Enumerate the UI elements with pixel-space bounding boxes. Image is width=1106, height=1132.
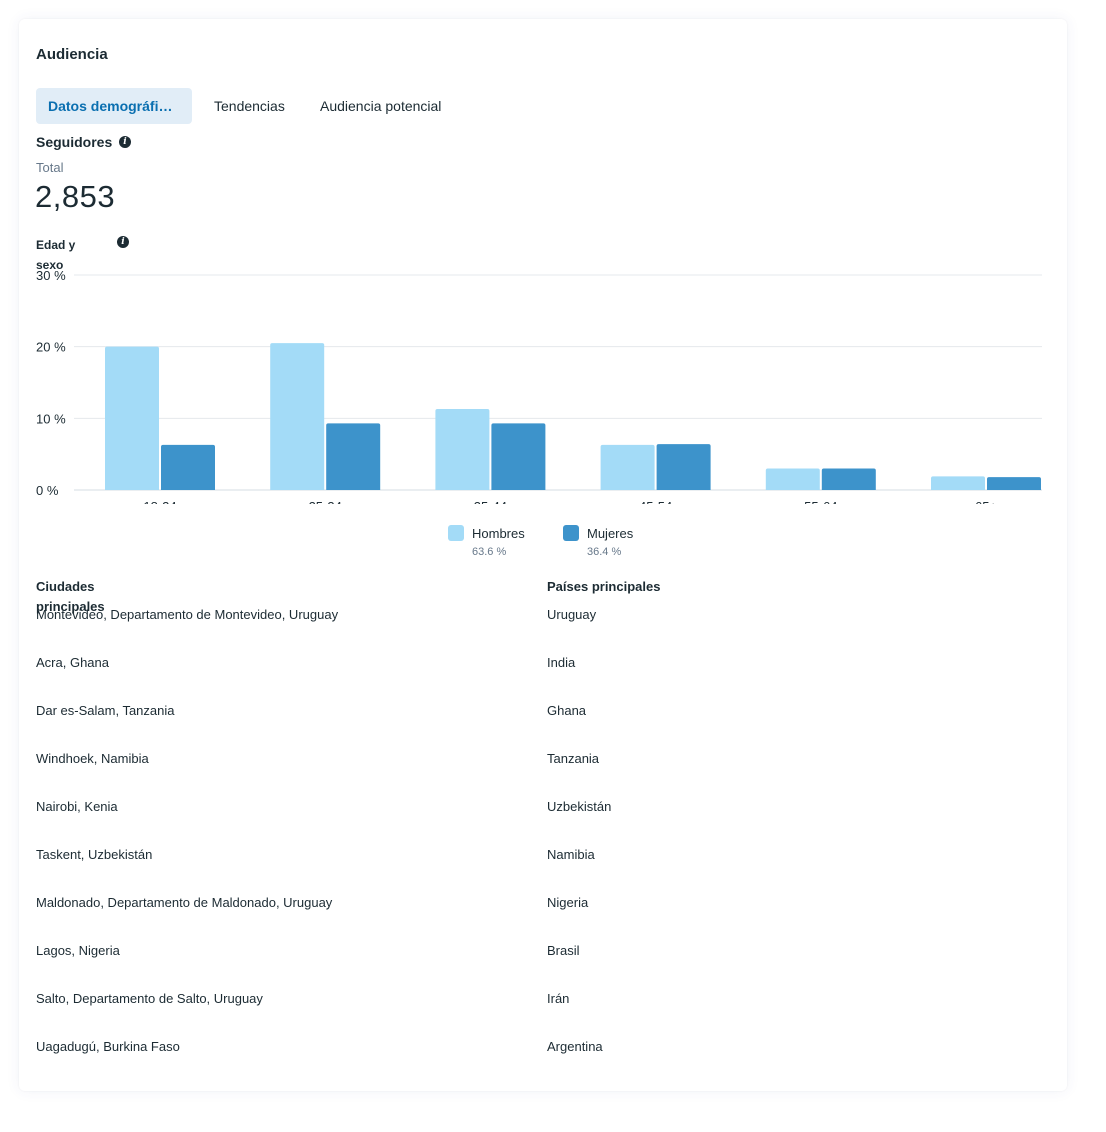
x-tick-label: 18-24 [143,499,176,504]
y-tick-label: 10 % [36,411,66,426]
x-tick-label: 35-44 [474,499,507,504]
tab-potential-audience[interactable]: Audiencia potencial [320,98,442,114]
x-tick-label: 45-54 [639,499,672,504]
city-item: Dar es-Salam, Tanzania [36,703,175,718]
bar-mujeres-25-34 [326,423,381,490]
city-item: Lagos, Nigeria [36,943,120,958]
bar-mujeres-65+ [987,477,1041,490]
top-countries-heading: Países principales [547,579,661,594]
y-tick-label: 30 % [36,268,66,283]
country-item: Irán [547,991,570,1006]
legend-label: Mujeres [587,526,634,541]
bar-mujeres-45-54 [656,444,711,490]
age-gender-label: Edad y sexo [36,238,76,272]
y-tick-label: 20 % [36,340,66,355]
age-gender-chart: 0 % 10 % 20 % 30 % 18-24 25-34 35-44 45-54 55-64… [36,268,1042,504]
y-tick-label: 0 % [36,483,59,498]
bar-hombres-25-34 [270,343,325,490]
card-title: Audiencia [36,46,108,63]
legend-swatch [563,525,579,541]
bar-hombres-65+ [931,476,985,490]
total-label: Total [36,160,64,175]
bar-hombres-45-54 [600,444,655,490]
legend-swatch [448,525,464,541]
country-item: Argentina [547,1039,603,1054]
city-item: Salto, Departamento de Salto, Uruguay [36,991,263,1006]
country-item: India [547,655,576,670]
legend-label: Hombres [472,526,525,541]
bar-mujeres-18-24 [161,444,215,490]
city-item: Nairobi, Kenia [36,799,118,814]
city-item: Montevideo, Departamento de Montevideo, … [36,607,339,622]
city-item: Maldonado, Departamento de Maldonado, Ur… [36,895,333,910]
bar-hombres-35-44 [435,409,490,490]
country-item: Ghana [547,703,587,718]
bar-hombres-55-64 [765,468,820,490]
followers-total: 2,853 [35,179,116,214]
x-tick-label: 25-34 [309,499,342,504]
country-item: Namibia [547,847,595,862]
legend-percentage: 36.4 % [587,546,622,558]
city-item: Windhoek, Namibia [36,751,149,766]
country-item: Nigeria [547,895,589,910]
x-tick-label: 55-64 [804,499,837,504]
legend-percentage: 63.6 % [472,546,507,558]
tab-demographics[interactable]: Datos demográficos [36,88,192,124]
tab-trends[interactable]: Tendencias [214,98,285,114]
bar-mujeres-55-64 [821,468,876,490]
bar-mujeres-35-44 [491,423,546,490]
city-item: Acra, Ghana [36,655,109,670]
followers-label: Seguidores [36,134,113,150]
city-item: Uagadugú, Burkina Faso [36,1039,180,1054]
top-cities-heading: Ciudades principales [36,579,105,614]
country-item: Tanzania [547,751,600,766]
country-item: Brasil [547,943,580,958]
info-icon[interactable]: i [119,136,131,148]
audience-card: Audiencia Datos demográficos Tendencias … [19,19,1067,1091]
bar-hombres-18-24 [105,346,159,490]
info-icon[interactable]: i [117,236,129,248]
x-tick-label: 65+ [975,499,997,504]
country-item: Uruguay [547,607,597,622]
tab-bar: Datos demográficos Tendencias Audiencia … [36,88,636,124]
city-item: Taskent, Uzbekistán [36,847,153,862]
country-item: Uzbekistán [547,799,612,814]
